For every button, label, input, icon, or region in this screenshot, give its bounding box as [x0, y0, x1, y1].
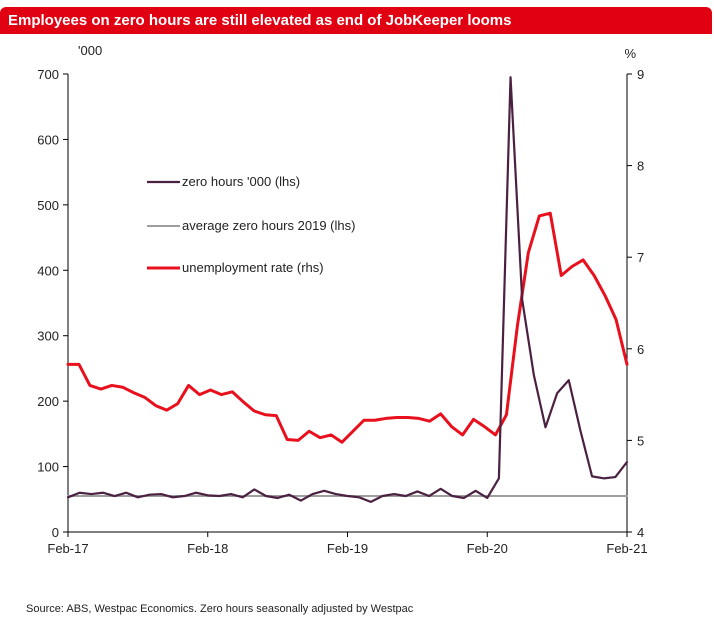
legend-label: zero hours '000 (lhs) [182, 174, 300, 189]
legend-label: average zero hours 2019 (lhs) [182, 218, 355, 233]
right-axis-tick-label: 9 [637, 67, 644, 82]
title-bar: Employees on zero hours are still elevat… [0, 7, 712, 34]
chart-title: Employees on zero hours are still elevat… [8, 12, 512, 29]
x-axis-tick-label: Feb-17 [47, 541, 88, 556]
left-axis-tick-label: 400 [37, 263, 59, 278]
left-axis-tick-label: 700 [37, 67, 59, 82]
zero-hours-line [66, 76, 629, 503]
left-axis-tick-label: 100 [37, 460, 59, 475]
x-axis-tick-label: Feb-19 [327, 541, 368, 556]
left-axis-tick-label: 300 [37, 329, 59, 344]
x-axis-tick-label: Feb-21 [606, 541, 647, 556]
source-footnote: Source: ABS, Westpac Economics. Zero hou… [26, 603, 414, 615]
left-axis-tick-label: 500 [37, 198, 59, 213]
right-axis-tick-label: 7 [637, 250, 644, 265]
left-axis-tick-label: 200 [37, 394, 59, 409]
x-axis-tick-label: Feb-18 [187, 541, 228, 556]
right-axis-tick-label: 4 [637, 525, 644, 540]
legend-label: unemployment rate (rhs) [182, 260, 324, 275]
right-axis-tick-label: 8 [637, 159, 644, 174]
x-axis-tick-label: Feb-20 [467, 541, 508, 556]
unemployment-rate-line [66, 211, 629, 444]
left-axis-unit: '000 [78, 43, 102, 58]
right-axis-tick-label: 6 [637, 342, 644, 357]
left-axis-tick-label: 600 [37, 132, 59, 147]
right-axis-unit: % [624, 46, 636, 61]
right-axis-tick-label: 5 [637, 433, 644, 448]
left-axis-tick-label: 0 [52, 525, 59, 540]
